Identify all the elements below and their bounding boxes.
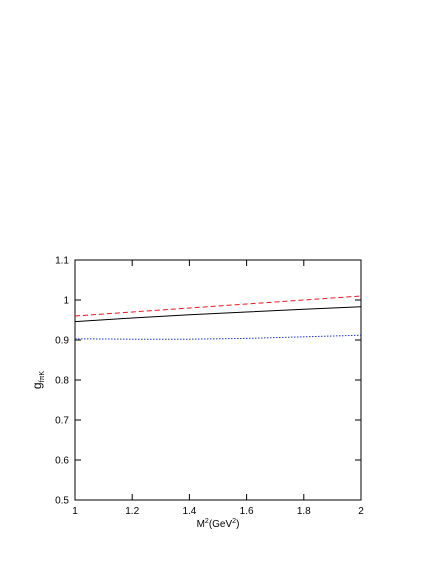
y-axis-label-sub: fπK bbox=[39, 371, 46, 383]
x-axis-label-part: ) bbox=[236, 519, 239, 530]
x-axis-label: M2(GeV2) bbox=[197, 518, 240, 530]
y-tick-label: 0.5 bbox=[55, 496, 69, 507]
y-tick-label: 1.1 bbox=[55, 256, 69, 267]
x-tick-label: 1.8 bbox=[297, 506, 311, 517]
x-axis-label-part: 2 bbox=[205, 518, 209, 525]
y-axis-label-main: g bbox=[30, 382, 44, 389]
x-tick-label: 1.6 bbox=[240, 506, 254, 517]
x-axis-label-part: 2 bbox=[232, 518, 236, 525]
y-tick-label: 0.7 bbox=[55, 416, 69, 427]
x-axis-label-part: M bbox=[197, 519, 205, 530]
series-line bbox=[74, 306, 362, 323]
x-tick-label: 1 bbox=[72, 506, 78, 517]
x-tick-label: 1.2 bbox=[125, 506, 139, 517]
y-axis-label: gfπK bbox=[30, 371, 46, 389]
y-tick-label: 0.8 bbox=[55, 376, 69, 387]
x-tick-label: 1.4 bbox=[182, 506, 196, 517]
y-tick-label: 1 bbox=[63, 296, 69, 307]
y-tick-label: 0.6 bbox=[55, 456, 69, 467]
x-axis-label-part: (GeV bbox=[209, 519, 233, 530]
y-tick-label: 0.9 bbox=[55, 336, 69, 347]
x-tick-label: 2 bbox=[358, 506, 364, 517]
series-line bbox=[74, 334, 362, 340]
plot-frame bbox=[74, 259, 362, 501]
